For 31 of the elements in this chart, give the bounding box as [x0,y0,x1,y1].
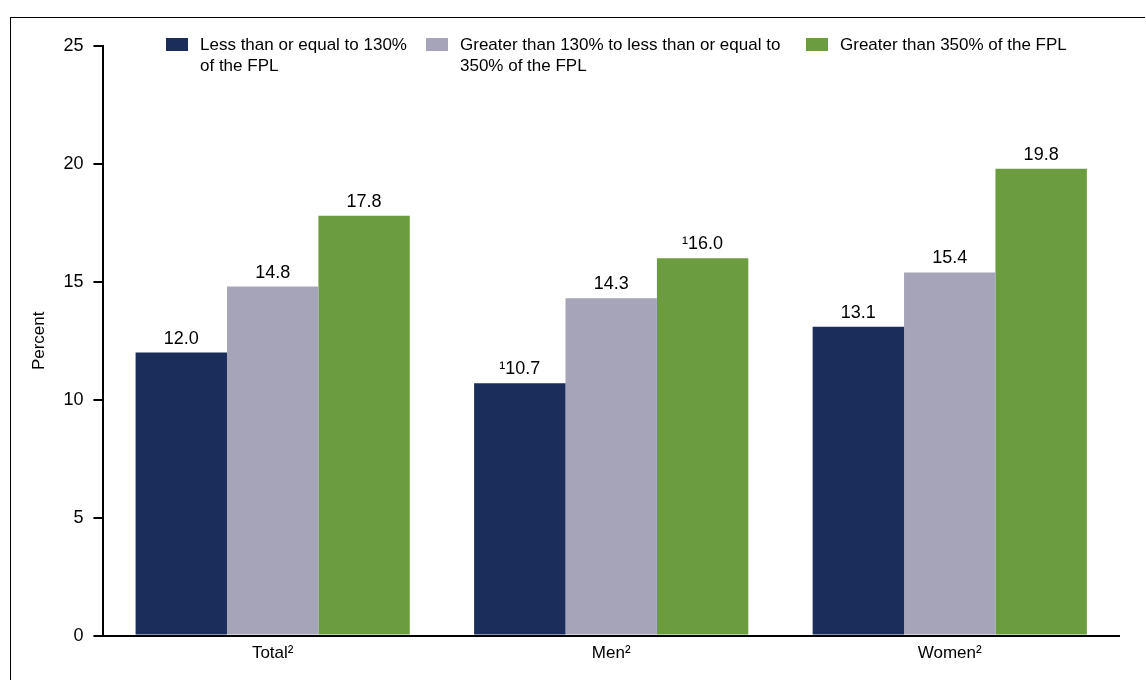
data-label: ¹16.0 [682,233,724,254]
data-label: 17.8 [346,190,382,211]
y-tick-label: 25 [63,34,84,55]
y-tick-label: 5 [73,506,84,527]
data-label: 19.8 [1023,143,1059,164]
legend-label: Greater than 350% of the FPL [840,34,1067,55]
data-label: 14.3 [593,273,629,294]
bar [135,352,227,635]
legend-label: Greater than 130% to less than or equal to 350% of the FPL [460,34,782,76]
data-label: 14.8 [255,261,291,282]
data-label: 13.1 [840,301,876,322]
y-tick-label: 10 [63,388,84,409]
bar [995,168,1087,635]
bar [226,286,319,635]
y-tick-label: 20 [63,152,84,173]
x-tick-label: Total² [251,643,294,663]
bar [656,258,749,635]
x-tick-label: Men² [591,643,631,663]
y-tick-label: 0 [73,624,84,645]
bar [474,383,566,635]
data-label: ¹10.7 [499,358,541,379]
bar [318,215,410,635]
y-tick-label: 15 [63,270,84,291]
data-label: 12.0 [163,327,199,348]
bar [565,298,657,635]
y-axis-title: Percent [28,311,48,371]
bar [812,326,905,635]
x-tick-label: Women² [917,643,983,663]
data-label: 15.4 [932,247,968,268]
bar [904,272,996,635]
legend-label: Less than or equal to 130% of the FPL [200,34,408,76]
